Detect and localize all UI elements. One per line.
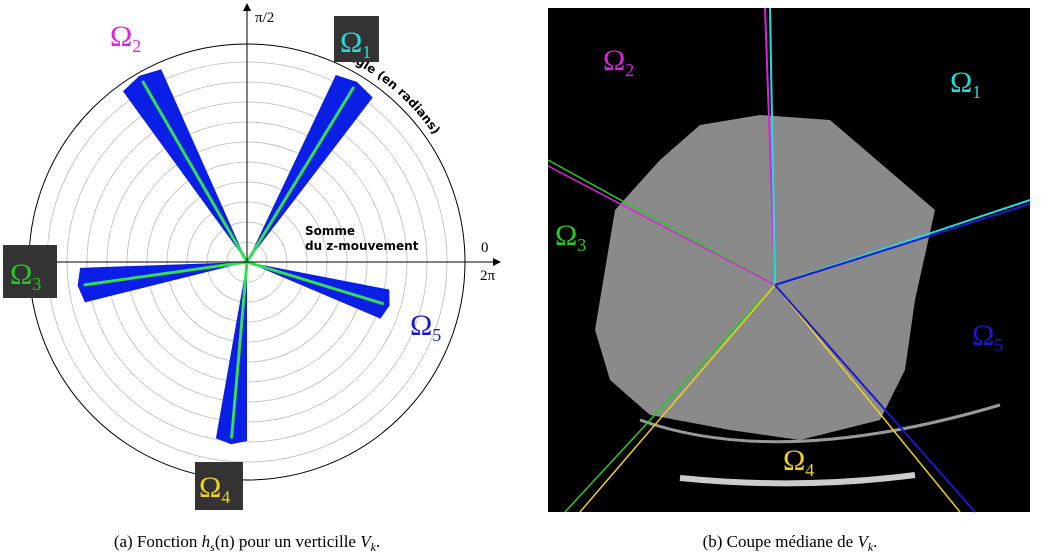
- symbol: Ω: [950, 66, 972, 99]
- wedge: [122, 69, 247, 262]
- mean-direction: [83, 260, 248, 287]
- radial-label: Somme: [305, 224, 355, 238]
- region-label: Ω3: [555, 219, 586, 255]
- symbol: Ω: [199, 471, 221, 504]
- label-box: [3, 245, 57, 298]
- symbol: Ω: [783, 444, 805, 477]
- trunk-section: [595, 115, 935, 440]
- region-label: Ω5: [972, 319, 1003, 355]
- region-label: Ω2: [110, 20, 141, 56]
- boundary-line: [547, 165, 776, 286]
- boundary-line: [774, 284, 976, 513]
- region-label: Ω3: [10, 258, 41, 294]
- subscript: 2: [132, 36, 141, 56]
- subscript: 2: [625, 60, 634, 80]
- label-box: [195, 462, 243, 510]
- radial-label: du z-mouvement: [305, 239, 419, 253]
- caption-text: .: [376, 532, 380, 551]
- wedge: [247, 75, 373, 262]
- caption-sub: k: [868, 540, 874, 554]
- boundary-line: [769, 7, 776, 286]
- subscript: 1: [362, 42, 371, 62]
- boundary-line: [547, 159, 776, 286]
- caption-math: V: [360, 532, 373, 551]
- region-label: Ω1: [950, 66, 981, 102]
- subscript: 5: [994, 335, 1003, 355]
- subscript: 4: [805, 460, 814, 480]
- mean-direction: [230, 261, 249, 439]
- region-label: Ω4: [783, 444, 814, 480]
- symbol: Ω: [10, 258, 32, 291]
- axis-label-2pi: 2π: [480, 268, 496, 284]
- region-label: Ω2: [603, 44, 634, 80]
- axis-label-top: π/2: [255, 10, 274, 26]
- caption-math: h: [202, 532, 211, 551]
- boundary-line: [579, 284, 776, 513]
- axis-label-zero: 0: [481, 240, 489, 256]
- subscript: 3: [32, 274, 41, 294]
- wedge: [77, 262, 248, 303]
- symbol: Ω: [555, 219, 577, 252]
- subscript: 5: [432, 325, 441, 345]
- boundary-line: [774, 284, 961, 513]
- region-label: Ω5: [410, 309, 441, 345]
- symbol: Ω: [110, 20, 132, 53]
- artifact: [679, 472, 916, 487]
- region-label: Ω1: [340, 26, 371, 62]
- symbol: Ω: [972, 319, 994, 352]
- wedge: [247, 262, 390, 319]
- subscript: 1: [972, 82, 981, 102]
- boundary-line: [564, 284, 776, 513]
- region-label: Ω4: [199, 471, 230, 507]
- subscript: 4: [221, 487, 230, 507]
- symbol: Ω: [410, 309, 432, 342]
- mean-direction: [245, 86, 356, 263]
- caption-sub: k: [371, 540, 377, 554]
- wedge: [215, 262, 247, 445]
- symbol: Ω: [603, 44, 625, 77]
- caption-text: (b) Coupe médiane de: [703, 532, 858, 551]
- ct-slice: [547, 7, 1031, 513]
- label-box: [334, 16, 379, 62]
- caption-text: .: [873, 532, 877, 551]
- mean-direction: [246, 260, 385, 306]
- caption-math: V: [857, 532, 870, 551]
- caption: (b) Coupe médiane de Vk.: [703, 532, 878, 554]
- caption-text: (a) Fonction: [114, 532, 202, 551]
- mean-direction: [141, 80, 249, 263]
- caption-sub: s: [210, 540, 215, 554]
- artifact: [639, 403, 1001, 444]
- subscript: 3: [577, 235, 586, 255]
- caption-text: (n) pour un verticille: [215, 532, 360, 551]
- boundary-line: [774, 203, 1031, 286]
- caption: (a) Fonction hs(n) pour un verticille Vk…: [114, 532, 380, 554]
- symbol: Ω: [340, 26, 362, 59]
